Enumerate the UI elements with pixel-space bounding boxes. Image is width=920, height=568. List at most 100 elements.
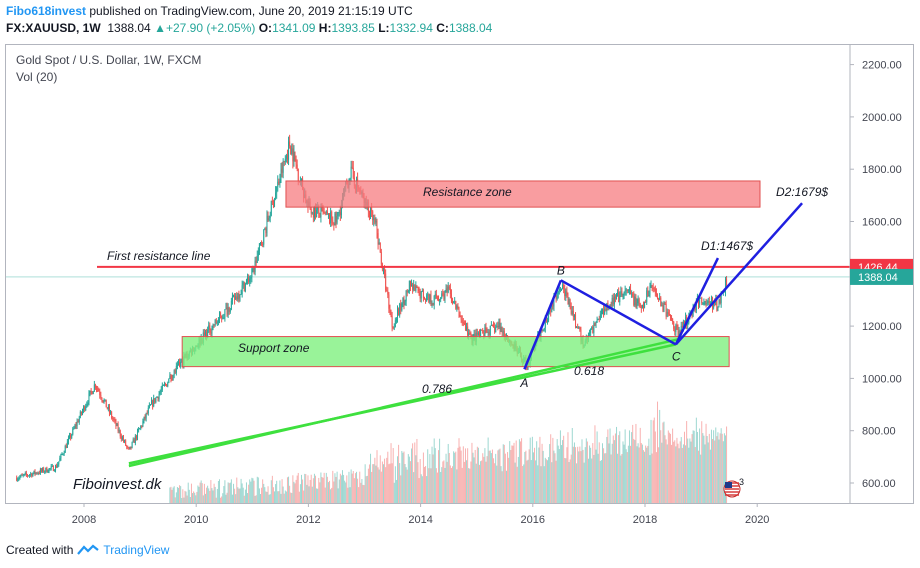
volume-bar [542, 450, 544, 503]
candle-body [23, 473, 25, 475]
volume-bar [430, 468, 432, 503]
volume-bar [352, 471, 354, 503]
candle-body [161, 385, 163, 390]
candle-body [244, 283, 246, 292]
candle-body [501, 326, 503, 333]
volume-bar [336, 471, 338, 503]
volume-bar [350, 469, 352, 503]
us-flag-icon[interactable] [723, 480, 741, 498]
candle-body [263, 229, 265, 245]
candle-body [676, 325, 678, 327]
volume-bar [351, 473, 353, 503]
volume-bar [467, 448, 469, 503]
candle-body [107, 406, 109, 409]
volume-bar [426, 476, 428, 503]
volume-bar [554, 453, 556, 503]
candle-body [331, 211, 333, 221]
volume-bar [297, 472, 299, 503]
candle-body [274, 199, 276, 208]
candle-body [252, 268, 254, 270]
candle-body [659, 297, 661, 300]
candle-body [81, 410, 83, 414]
volume-bar [416, 438, 418, 503]
candle-body [125, 440, 127, 446]
volume-bar [683, 431, 685, 503]
volume-bar [714, 440, 716, 503]
candle-body [388, 294, 390, 309]
volume-bar [663, 421, 665, 503]
candle-body [377, 233, 379, 245]
candle-body [616, 296, 618, 299]
volume-bar [203, 483, 205, 503]
volume-bar [700, 454, 702, 503]
created-with-text: Created with [6, 543, 74, 557]
candle-body [648, 295, 650, 297]
volume-bar [330, 489, 332, 503]
volume-bar [257, 477, 259, 503]
target-d1-label: D1:1467$ [701, 239, 753, 253]
volume-bar [636, 446, 638, 503]
candle-body [213, 324, 215, 326]
candle-body [174, 370, 176, 373]
candle-body [483, 333, 485, 337]
volume-bar [669, 433, 671, 503]
candle-body [613, 296, 615, 305]
volume-bar [399, 463, 401, 503]
candle-body [134, 435, 136, 443]
volume-bar [216, 488, 218, 503]
candle-body [371, 208, 373, 212]
volume-bar [573, 442, 575, 503]
volume-bar [532, 452, 534, 503]
volume-indicator-label[interactable]: Vol (20) [16, 70, 58, 84]
volume-bar [293, 481, 295, 503]
candle-body [499, 322, 501, 332]
volume-bar [189, 497, 191, 503]
volume-bar [645, 445, 647, 503]
publisher-name[interactable]: Fibo618invest [6, 4, 87, 18]
volume-bar [170, 486, 172, 503]
volume-bar [419, 459, 421, 503]
candle-body [631, 293, 633, 295]
candle-body [87, 402, 89, 404]
candle-body [51, 465, 53, 467]
volume-bar [454, 452, 456, 503]
candle-body [45, 467, 47, 472]
candle-body [295, 159, 297, 165]
tradingview-brand[interactable]: TradingView [103, 543, 170, 557]
volume-bar [503, 444, 505, 503]
price-tick-label: 1200.00 [862, 321, 902, 333]
volume-bar [190, 483, 192, 503]
volume-bar [654, 431, 656, 503]
volume-bar [610, 454, 612, 503]
plot-area [6, 134, 850, 503]
volume-bar [393, 482, 395, 503]
candle-body [44, 471, 46, 473]
candle-body [338, 211, 340, 213]
candle-body [19, 476, 21, 479]
volume-bar [579, 446, 581, 503]
volume-bar [604, 453, 606, 503]
volume-bar [259, 494, 261, 503]
volume-bar [384, 458, 386, 503]
volume-bar [614, 433, 616, 503]
candle-body [620, 291, 622, 296]
volume-bar [694, 447, 696, 503]
volume-bar [474, 449, 476, 503]
volume-bar [325, 472, 327, 503]
volume-bar [373, 464, 375, 503]
candle-body [430, 294, 432, 305]
volume-bar [600, 460, 602, 503]
candle-body [43, 468, 45, 473]
candle-body [324, 212, 326, 214]
candle-body [231, 295, 233, 301]
candle-body [108, 406, 110, 413]
candle-body [29, 474, 31, 476]
volume-bar [569, 459, 571, 503]
candle-body [576, 326, 578, 328]
candle-body [651, 285, 653, 289]
volume-bar [592, 443, 594, 503]
volume-bar [277, 491, 279, 503]
volume-bar [433, 438, 435, 503]
chart-frame[interactable] [5, 44, 914, 504]
